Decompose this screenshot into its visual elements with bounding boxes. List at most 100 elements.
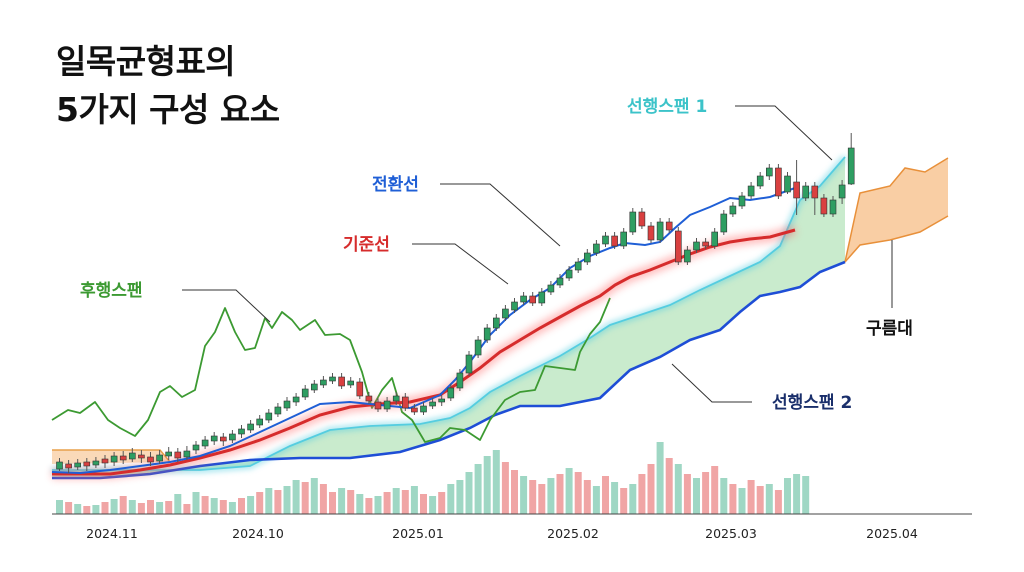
volume-bar [283, 486, 291, 514]
volume-bar [156, 502, 164, 514]
volume-bar [738, 488, 746, 514]
label-kijun-sen: 기준선 [343, 235, 390, 255]
leader-tenkan [440, 183, 561, 247]
label-kumo-cloud: 구름대 [866, 319, 913, 339]
candle-up [92, 460, 100, 466]
title-line-2: 5가지 구성 요소 [56, 90, 280, 129]
chikou-span-line [51, 297, 611, 443]
candle-up [565, 269, 573, 279]
candle-up [593, 243, 600, 254]
volume-bar [247, 496, 255, 514]
candle-up [829, 199, 837, 215]
volume-bar [456, 480, 464, 514]
leader-kijun [412, 243, 509, 285]
volume-bar [356, 494, 364, 514]
leader-senkou-a [735, 105, 833, 161]
candle-up [465, 354, 473, 374]
volume-bar [65, 502, 73, 514]
candle-up [265, 412, 273, 421]
volume-bar [774, 490, 782, 514]
volume-bar [620, 488, 628, 514]
volume-bar [429, 496, 437, 514]
kumo-cloud [52, 157, 949, 478]
volume-bar [165, 501, 173, 514]
volume-bar [219, 500, 227, 514]
volume-bar [128, 500, 136, 514]
volume-bar [647, 464, 655, 514]
candle-up [438, 398, 446, 403]
volume-bar [374, 496, 382, 514]
candle-down [775, 167, 782, 197]
volume-bar [274, 490, 282, 514]
volume-bar [656, 442, 664, 514]
volume-bar [520, 476, 528, 514]
candle-down [365, 395, 373, 402]
candle-down [611, 235, 618, 247]
volume-bar [92, 505, 100, 514]
candle-up [156, 454, 163, 462]
label-tenkan-sen: 전환선 [372, 175, 419, 195]
volume-bar [693, 478, 700, 514]
volume-bar [538, 484, 546, 514]
candle-up [247, 423, 254, 431]
volume-bar [147, 500, 154, 514]
volume-bar [256, 492, 264, 514]
future-cloud-area [845, 158, 948, 262]
volume-bar [665, 458, 673, 514]
volume-bar [347, 490, 355, 514]
candle-up [110, 455, 118, 463]
candle-up [583, 252, 591, 263]
volume-bar [683, 474, 691, 514]
volume-bar [747, 480, 755, 514]
candle-down [702, 241, 709, 247]
chart-title: 일목균형표의 5가지 구성 요소 [56, 38, 280, 134]
volume-bar [101, 502, 109, 514]
candle-up [320, 379, 327, 386]
volume-bar [310, 478, 318, 514]
candle-up [192, 444, 200, 451]
candle-up [684, 249, 691, 263]
candle-up [283, 400, 291, 409]
label-senkou-span-2: 선행스팬 2 [772, 393, 852, 413]
volume-bar [137, 503, 145, 514]
candle-up [301, 388, 309, 398]
leader-senkou-b [671, 363, 752, 403]
candle-up [474, 339, 482, 356]
volume-bar [756, 486, 764, 514]
candle-up [329, 376, 336, 382]
cloud-bullish-area [52, 157, 845, 478]
volume-bar [292, 480, 300, 514]
candle-up [456, 372, 464, 389]
candle-up [802, 185, 810, 199]
candle-down [83, 461, 91, 467]
leader-chikou [182, 289, 271, 323]
volume-bar [492, 450, 500, 514]
candle-down [119, 455, 127, 461]
volume-bar [784, 478, 791, 514]
candle-up [547, 284, 555, 293]
x-tick-label: 2025.02 [547, 526, 599, 541]
volume-bar [602, 476, 609, 514]
volume-bar [174, 494, 182, 514]
volume-bar [183, 504, 191, 514]
volume-bar [201, 496, 209, 514]
volume-bar [301, 482, 309, 514]
candle-up [620, 231, 628, 247]
volume-bar [329, 492, 336, 514]
candle-up [765, 167, 773, 177]
senkou-span-b-line [52, 260, 846, 480]
volume-bar [110, 499, 118, 514]
candle-down [401, 396, 409, 409]
candle-up [747, 185, 755, 197]
volume-bar [501, 462, 509, 514]
volume-bar [365, 498, 373, 514]
candle-up [720, 213, 728, 233]
candle-up [574, 261, 582, 271]
volume-bar [529, 480, 537, 514]
volume-bar [720, 478, 728, 514]
volume-bar [793, 474, 801, 514]
candle-up [447, 387, 455, 399]
label-chikou-span: 후행스팬 [80, 280, 143, 301]
volume-bar [511, 470, 518, 514]
